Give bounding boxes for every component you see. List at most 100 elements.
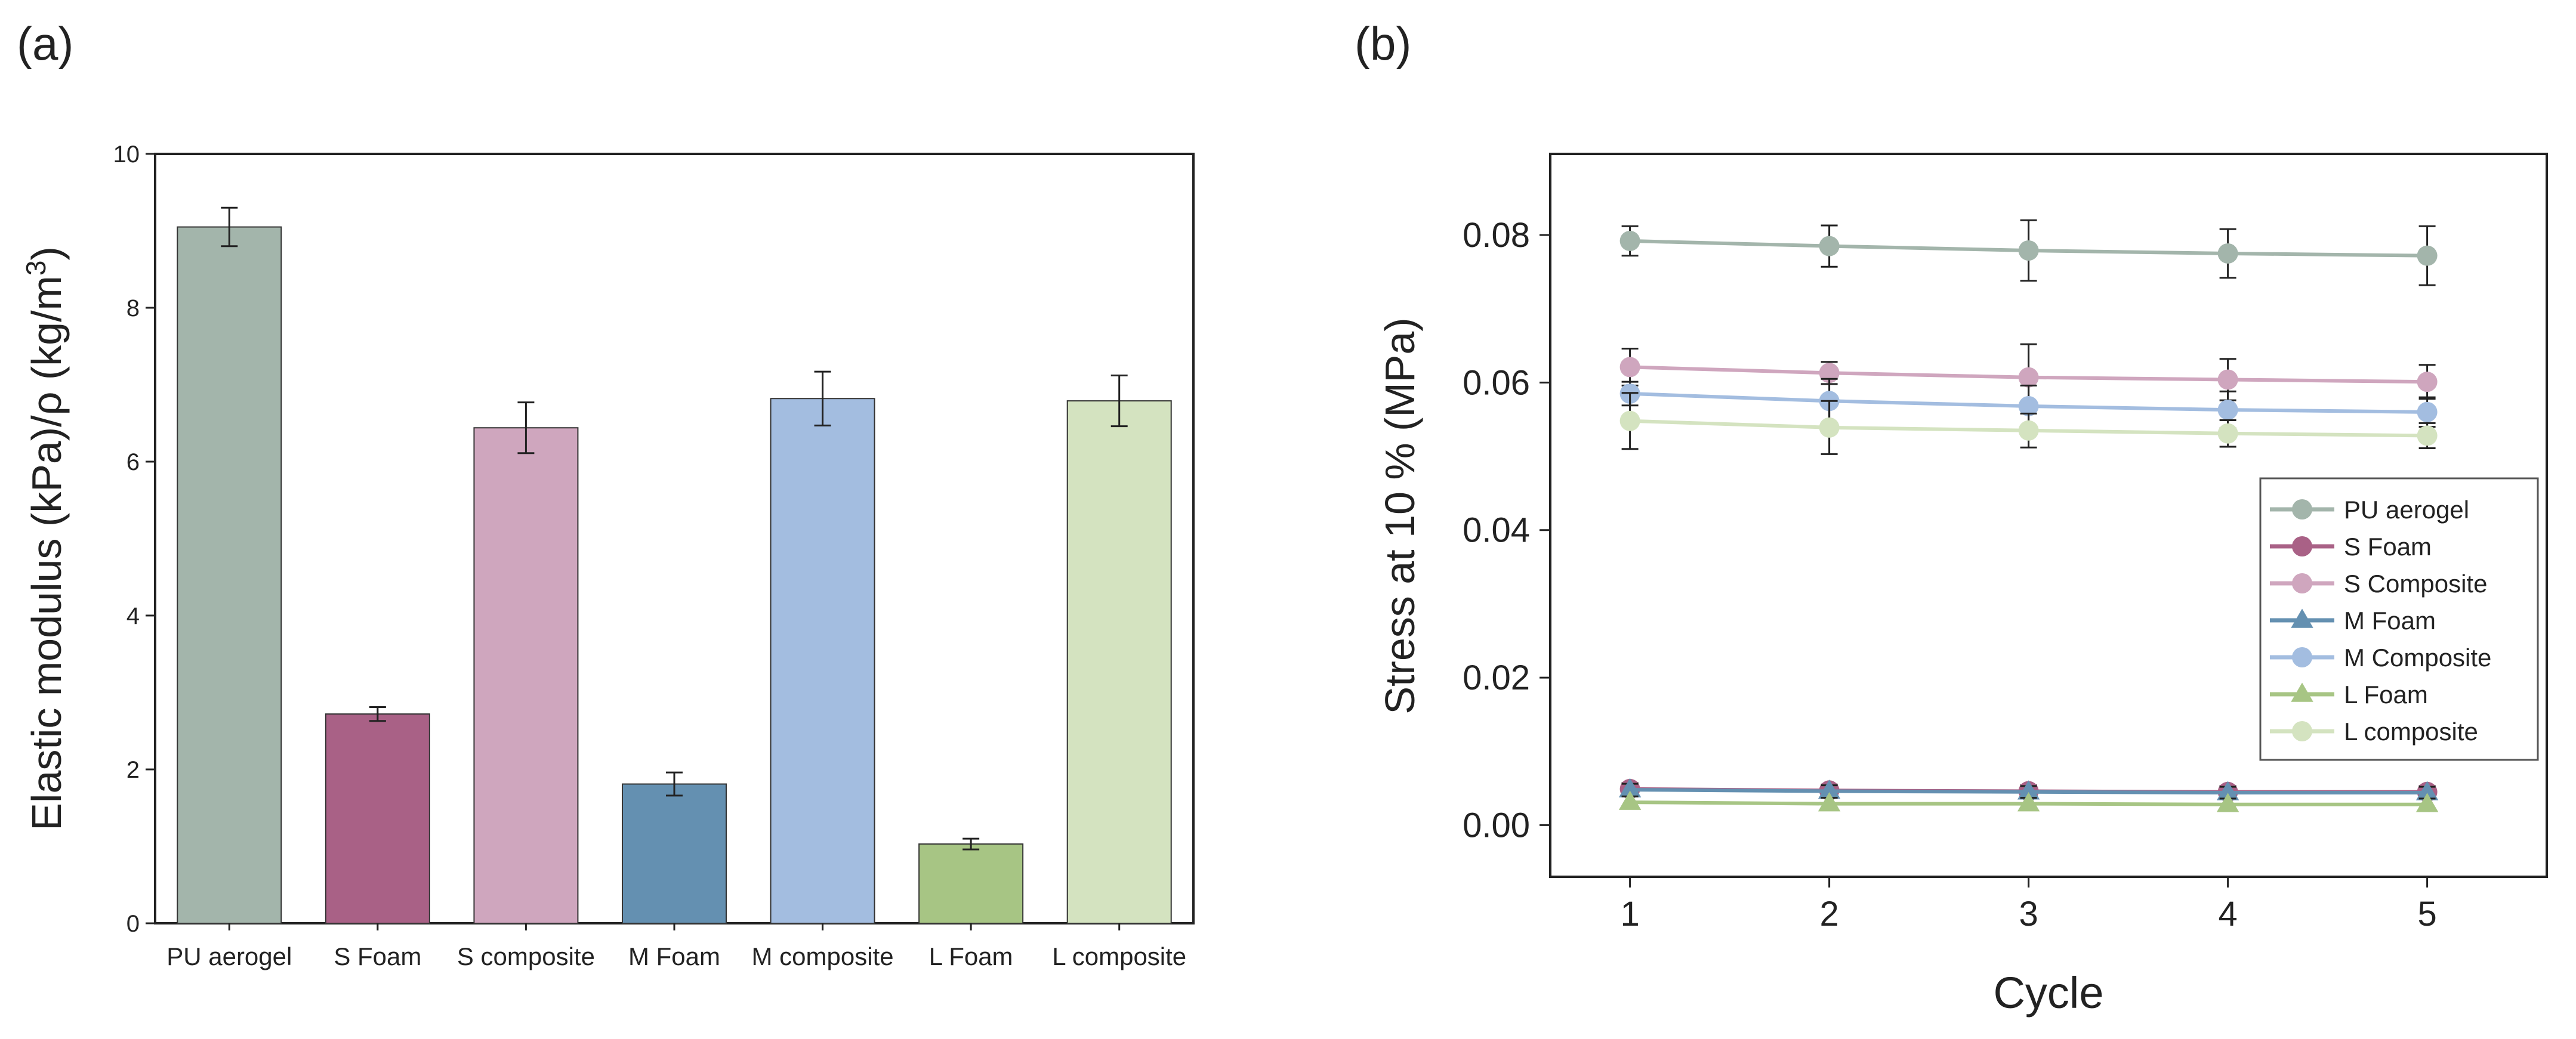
data-point-s-composite <box>2417 372 2438 392</box>
x-tick-label-s-composite: S composite <box>457 942 595 970</box>
data-point-m-foam <box>2415 781 2439 800</box>
bar-m-foam <box>622 783 727 924</box>
data-point-m-composite <box>2417 401 2438 422</box>
legend-item-l-composite: L composite <box>2270 718 2478 746</box>
y-axis-title-b: Stress at 10 % (MPa) <box>1377 317 1423 714</box>
x-tick-label-l-composite: L composite <box>1052 942 1186 970</box>
legend-label: L composite <box>2344 718 2478 746</box>
data-point-m-foam <box>1618 778 1642 797</box>
legend-marker <box>2292 573 2312 593</box>
y-tick-label-b: 0.06 <box>1463 363 1530 402</box>
series-l-composite <box>1619 392 2438 455</box>
x-axis-a: PU aerogel S Foam S composite M Foam M compo… <box>166 923 1186 970</box>
series-pu-aerogel <box>1619 219 2438 286</box>
bar-l-composite <box>1066 400 1172 924</box>
x-tick-label-b: 5 <box>2417 895 2436 933</box>
data-point-pu-aerogel <box>2417 245 2438 266</box>
y-tick-label-b: 0.00 <box>1463 806 1530 845</box>
x-axis-title-b: Cycle <box>1993 968 2103 1018</box>
y-tick-label-a: 10 <box>113 141 140 168</box>
legend-marker <box>2292 647 2312 667</box>
legend-marker <box>2291 682 2313 702</box>
legend-marker <box>2292 536 2312 556</box>
error-bar-m-composite <box>814 370 831 426</box>
data-point-l-foam <box>1618 790 1642 810</box>
y-tick-label-a: 6 <box>127 449 140 475</box>
data-point-l-composite <box>2217 423 2238 444</box>
legend-item-pu-aerogel: PU aerogel <box>2270 496 2469 524</box>
y-axis-b: 0.00 0.02 0.04 0.06 0.08 <box>1463 216 1550 845</box>
data-point-m-foam <box>2017 780 2040 800</box>
bar-s-foam <box>325 713 430 924</box>
x-tick-label-b: 4 <box>2218 895 2237 933</box>
legend-marker <box>2291 608 2313 628</box>
data-point-m-composite <box>2018 395 2039 416</box>
data-point-l-foam <box>2415 793 2439 812</box>
legend-label: S Foam <box>2344 533 2432 561</box>
y-tick-label-a: 4 <box>127 603 140 629</box>
data-point-pu-aerogel <box>1819 236 1840 256</box>
data-point-l-composite <box>2018 420 2039 441</box>
data-point-pu-aerogel <box>2018 240 2039 261</box>
data-point-l-foam <box>1818 792 1841 812</box>
y-tick-label-a: 0 <box>127 911 140 937</box>
y-tick-label-b: 0.02 <box>1463 658 1530 697</box>
bars-a <box>177 206 1172 924</box>
bar-pu-aerogel <box>177 226 282 924</box>
panel-label-b: (b) <box>1355 17 1411 70</box>
x-axis-b: 1 2 3 4 5 <box>1620 877 2437 933</box>
bar-s-composite <box>473 427 579 924</box>
error-bar-m-foam <box>666 771 683 797</box>
data-point-m-foam <box>2216 781 2239 800</box>
error-bar-l-foam <box>962 837 980 851</box>
series-b <box>1618 219 2439 812</box>
y-axis-a: 0 2 4 6 8 10 <box>113 141 155 937</box>
error-bar-pu-aerogel <box>221 206 238 248</box>
y-tick-label-b: 0.08 <box>1463 216 1530 255</box>
y-tick-label-a: 8 <box>127 295 140 321</box>
legend-label: M Foam <box>2344 607 2436 635</box>
error-bar-s-composite <box>517 401 535 454</box>
legend-label: S Composite <box>2344 570 2487 598</box>
legend-marker <box>2292 499 2312 520</box>
y-axis-title-units: (kg/m <box>23 276 70 391</box>
data-point-s-composite <box>2217 369 2238 390</box>
y-axis-title-exponent: 3 <box>20 261 51 276</box>
plot-frame-b <box>1549 153 2548 878</box>
x-tick-label-m-foam: M Foam <box>628 942 720 970</box>
error-bar-l-composite <box>1110 375 1128 428</box>
legend-marker <box>2292 721 2312 741</box>
bar-chart-a: 0 2 4 6 8 10 PU aerogel S Foam S composite M Foa… <box>20 141 1195 970</box>
x-tick-label-pu-aerogel: PU aerogel <box>166 942 292 970</box>
legend-label: PU aerogel <box>2344 496 2469 524</box>
data-point-l-composite <box>1819 417 1840 438</box>
legend-item-m-composite: M Composite <box>2270 644 2491 672</box>
x-tick-label-b: 2 <box>1819 895 1838 933</box>
bar-m-composite <box>770 398 875 924</box>
legend-b: PU aerogel S Foam S Composite M Foam M Compo… <box>2259 477 2539 761</box>
legend-label: L Foam <box>2344 681 2428 709</box>
data-point-s-composite <box>1619 357 1640 378</box>
x-tick-label-s-foam: S Foam <box>334 942 421 970</box>
x-tick-label-l-foam: L Foam <box>929 942 1013 970</box>
legend-item-s-composite: S Composite <box>2270 570 2487 598</box>
series-s-composite <box>1619 343 2438 412</box>
data-point-l-foam <box>2216 793 2239 812</box>
y-tick-label-b: 0.04 <box>1463 511 1530 550</box>
legend-item-s-foam: S Foam <box>2270 533 2432 561</box>
panel-label-a: (a) <box>17 17 73 70</box>
data-point-m-composite <box>2217 400 2238 420</box>
error-bar-s-foam <box>369 706 386 722</box>
data-point-s-composite <box>2018 367 2039 388</box>
y-axis-title-close: ) <box>23 246 70 260</box>
x-tick-label-b: 3 <box>2019 895 2038 933</box>
bar-l-foam <box>918 843 1024 924</box>
line-chart-b: 0.00 0.02 0.04 0.06 0.08 1 2 3 4 5 Stress at 10 … <box>1377 153 2548 1018</box>
data-point-l-composite <box>2417 425 2438 446</box>
y-axis-title-a: Elastic modulus (kPa)/ρ (kg/m3) <box>20 246 70 831</box>
data-point-pu-aerogel <box>1619 230 1640 251</box>
y-axis-title-main: Elastic modulus (kPa)/ <box>23 415 70 831</box>
data-point-m-foam <box>1818 779 1841 799</box>
data-point-l-foam <box>2017 792 2040 812</box>
